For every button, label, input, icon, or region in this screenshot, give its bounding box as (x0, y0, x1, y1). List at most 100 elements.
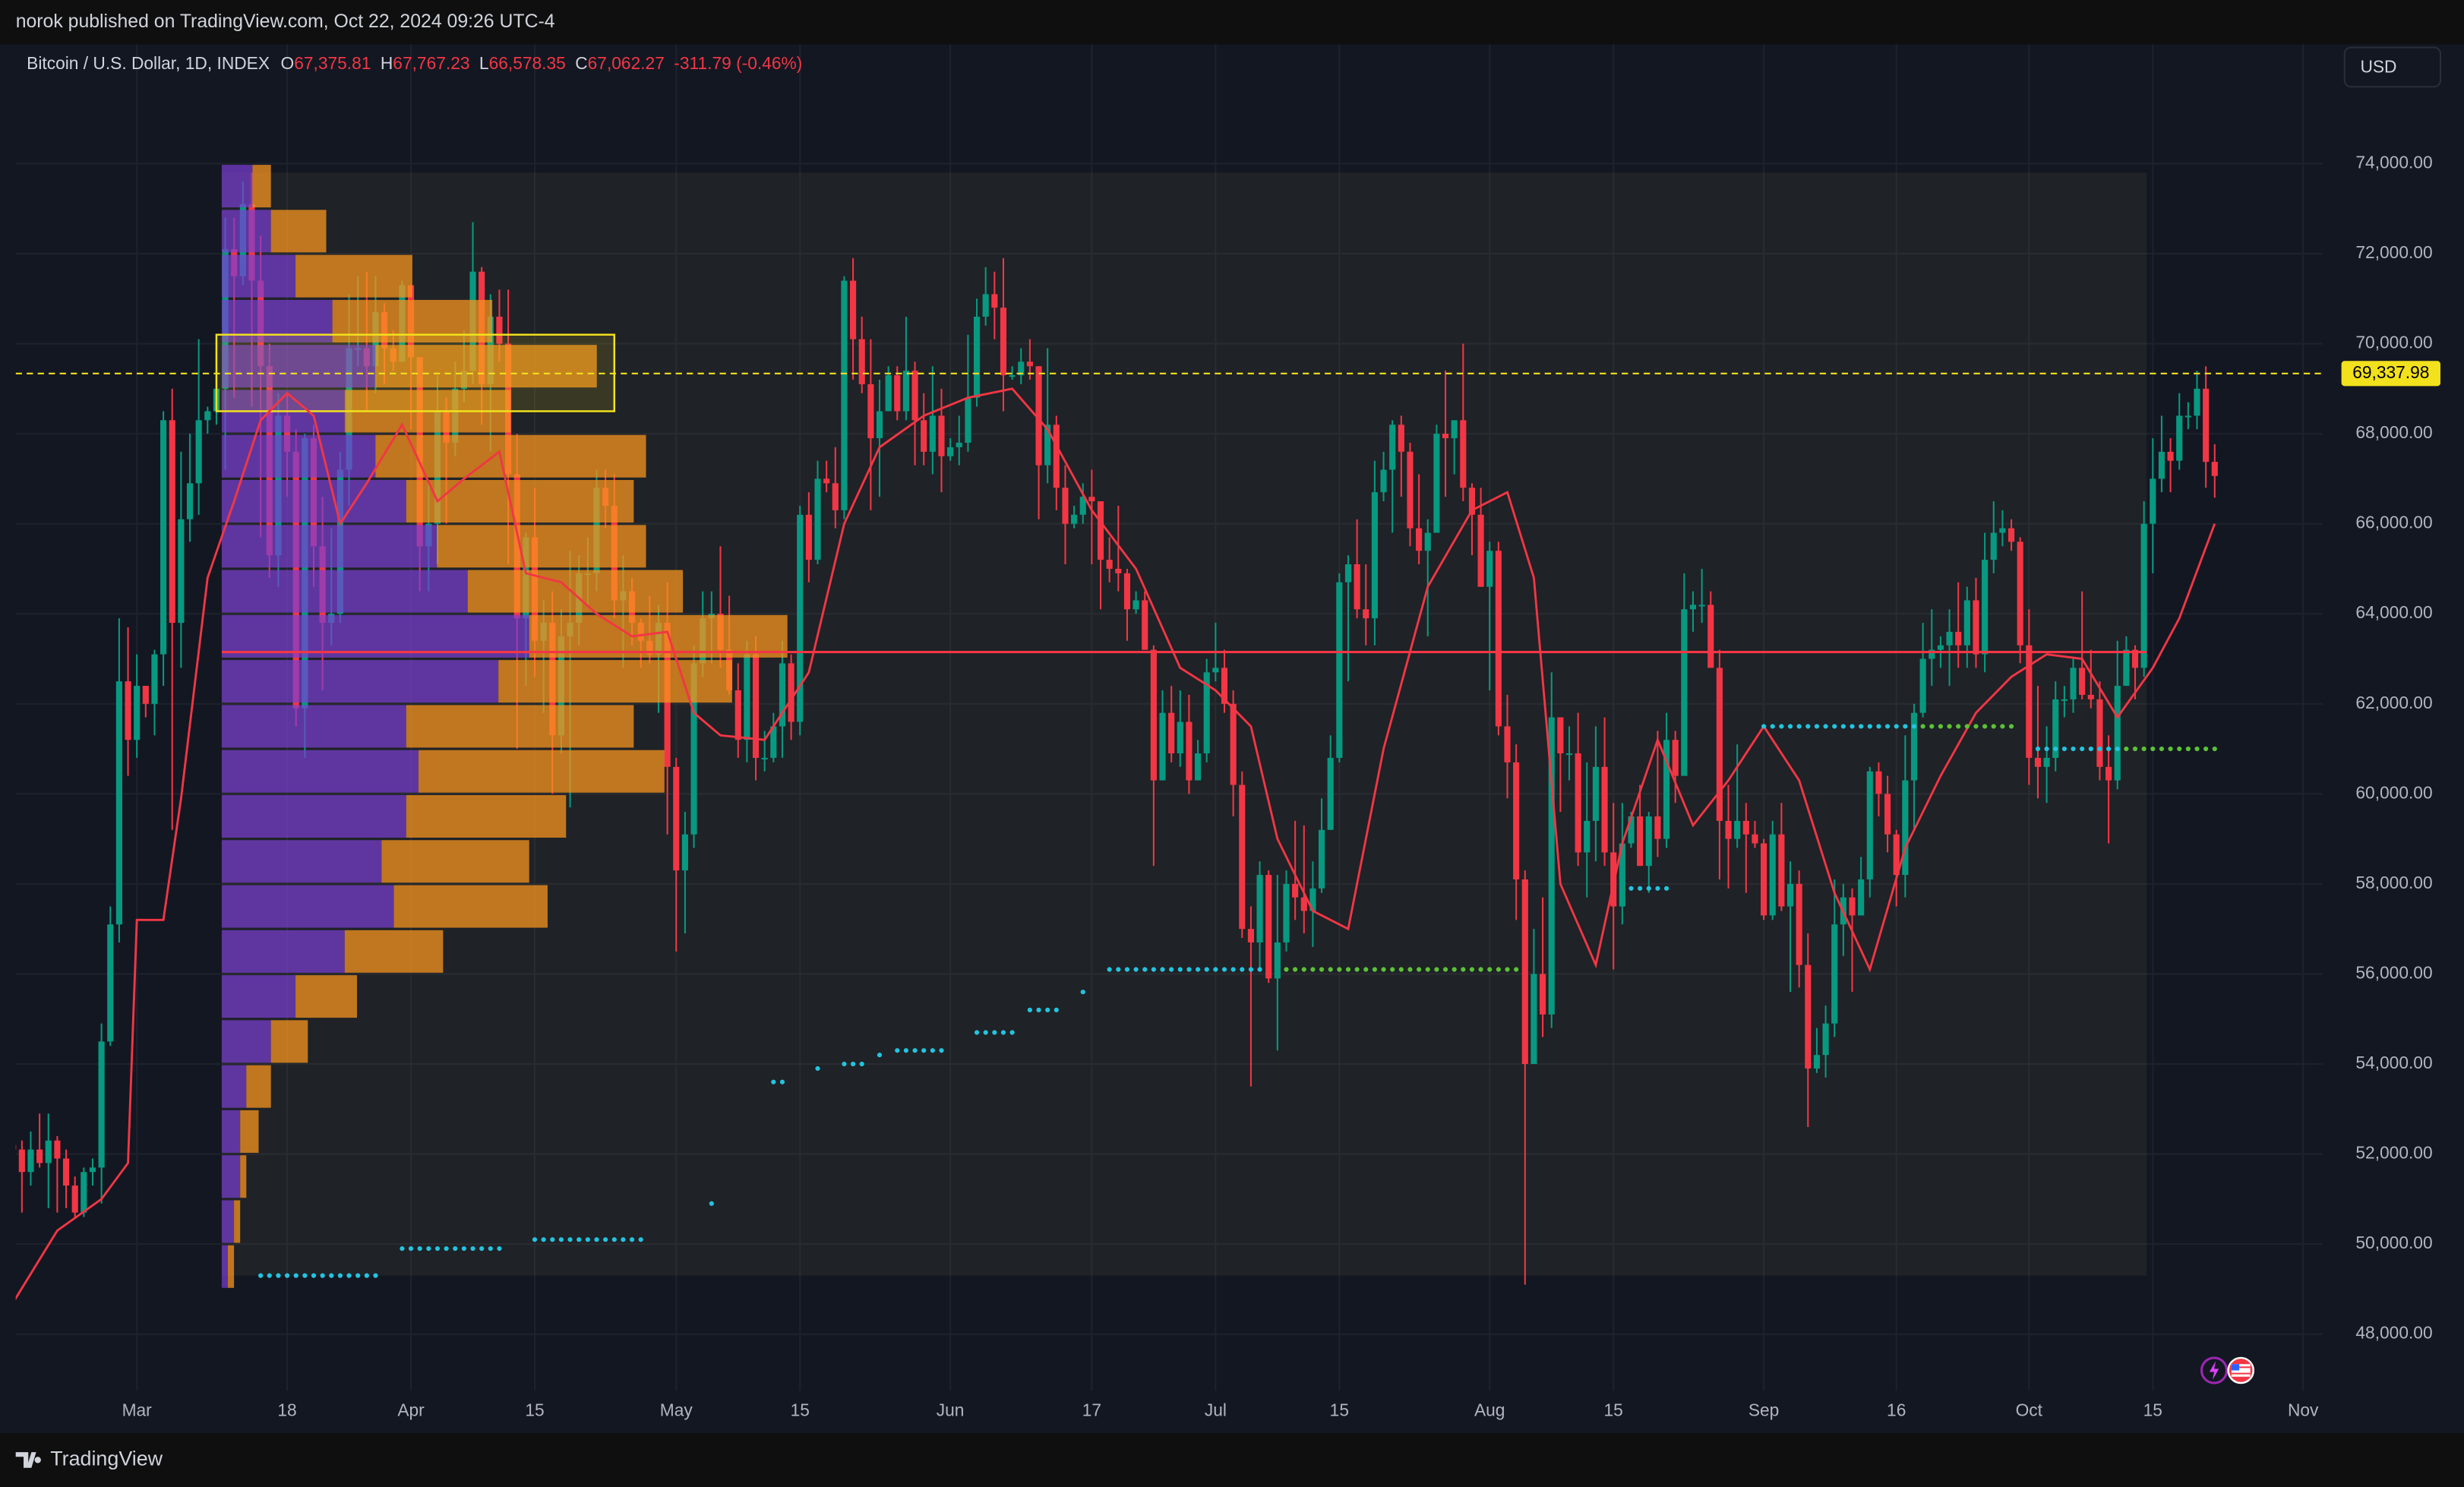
y-tick-label: 60,000.00 (2355, 782, 2432, 802)
candle-body (1053, 425, 1060, 488)
candle-body (71, 1185, 78, 1213)
candle-body (1265, 875, 1272, 979)
x-tick-label: May (660, 1400, 693, 1419)
legend-key: C (575, 53, 587, 73)
candle-body (1619, 843, 1625, 907)
candle-body (1919, 658, 1926, 713)
profile-up (221, 1110, 241, 1153)
legend-value: 67,767.23 (393, 53, 469, 73)
candle-body (982, 294, 989, 317)
candle-body (2043, 757, 2050, 767)
candle-body (169, 420, 175, 624)
candle-body (1592, 766, 1599, 821)
candle-body (2105, 766, 2112, 781)
candle-body (1000, 308, 1007, 376)
profile-down (375, 345, 597, 388)
profile-down (393, 885, 548, 928)
candle-body (1531, 974, 1537, 1065)
profile-down (228, 1245, 235, 1288)
candle-body (850, 280, 857, 339)
candle-body (1654, 816, 1661, 839)
candle-body (2008, 528, 2015, 542)
legend: Bitcoin / U.S. Dollar, 1D, INDEX O67,375.… (27, 53, 802, 73)
candle-body (89, 1167, 96, 1173)
profile-up (221, 1065, 247, 1108)
profile-up (221, 750, 419, 793)
currency-button[interactable] (2343, 46, 2442, 88)
candle-body (1142, 600, 1148, 650)
candle-body (1946, 631, 1953, 646)
candle-body (115, 681, 122, 925)
x-tick-label: Nov (2288, 1400, 2319, 1419)
candle-body (1460, 420, 1467, 488)
candle-body (1203, 672, 1210, 753)
candle-body (1230, 703, 1237, 785)
candle-body (1831, 924, 1838, 1024)
profile-up (221, 614, 529, 658)
candle-body (1689, 605, 1697, 610)
candle-body (1645, 816, 1652, 867)
candle-body (2026, 645, 2033, 758)
profile-up (221, 1155, 241, 1198)
legend-symbol: Bitcoin / U.S. Dollar, 1D, INDEX (27, 53, 270, 73)
candle-body (1159, 712, 1166, 781)
profile-down (344, 930, 444, 973)
candle-body (1786, 883, 1794, 907)
y-tick-label: 62,000.00 (2355, 693, 2432, 712)
currency-label[interactable]: USD (2360, 56, 2396, 76)
profile-up (221, 975, 296, 1018)
candle-body (2087, 694, 2094, 699)
candle-body (770, 726, 777, 758)
candle-body (911, 371, 918, 421)
candle-body (894, 375, 901, 412)
y-tick-label: 56,000.00 (2355, 962, 2432, 982)
candle-body (1115, 568, 1122, 573)
profile-up (221, 480, 406, 523)
candle-body (1601, 766, 1608, 853)
candle-body (1565, 753, 1573, 756)
candle-body (1088, 497, 1095, 502)
x-tick-label: 15 (791, 1400, 810, 1419)
candle-body (1698, 605, 1705, 607)
profile-down (240, 1110, 259, 1153)
candle-body (876, 411, 883, 439)
candle-body (36, 1149, 43, 1163)
event-icons[interactable] (2200, 1356, 2255, 1384)
profile-up (221, 705, 406, 748)
candle-body (2184, 415, 2191, 418)
plot (15, 165, 2323, 1301)
candle-body (1663, 740, 1670, 839)
candle-body (1398, 425, 1404, 452)
candle-body (1521, 879, 1528, 1065)
profile-up (221, 1200, 235, 1243)
profile-down (295, 975, 358, 1018)
candle-body (1929, 649, 1935, 659)
candle-body (1973, 600, 1979, 655)
price-tag-label: 69,337.98 (2352, 362, 2429, 382)
candle-body (1805, 964, 1812, 1069)
x-tick-label: 15 (1604, 1400, 1623, 1419)
legend-value: 66,578.35 (489, 53, 566, 73)
profile-up (221, 165, 253, 208)
candle-body (761, 757, 768, 759)
legend-key: H (381, 53, 393, 73)
candle-body (1875, 771, 1882, 794)
profile-down (270, 1020, 308, 1063)
candle-body (1424, 532, 1431, 551)
profile-up (221, 1245, 229, 1288)
candle-body (18, 1149, 25, 1173)
x-tick-label: Sep (1748, 1400, 1779, 1419)
candle-body (1283, 883, 1290, 942)
candle-body (814, 478, 821, 560)
profile-down (295, 254, 412, 298)
y-tick-label: 66,000.00 (2355, 513, 2432, 532)
candle-body (1380, 469, 1387, 493)
candle-body (2176, 415, 2183, 461)
candle-body (160, 420, 167, 655)
candle-body (1752, 834, 1758, 844)
candle-body (1672, 740, 1679, 776)
candle-body (929, 415, 936, 452)
profile-down (467, 570, 684, 613)
legend-value: 67,062.27 (588, 53, 665, 73)
profile-down (529, 614, 788, 658)
